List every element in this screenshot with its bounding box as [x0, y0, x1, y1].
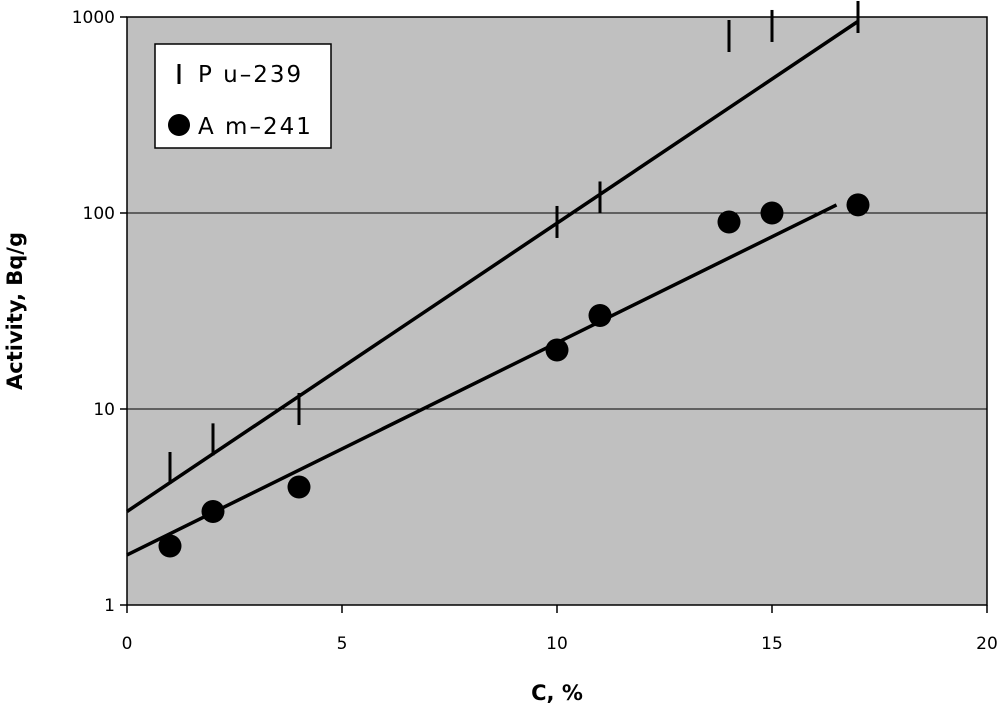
y-axis-title: Activity, Bq/g: [3, 232, 27, 390]
y-tick-label-2: 100: [83, 204, 115, 224]
point-am-241-5: [717, 210, 741, 234]
point-am-241-1: [201, 499, 225, 523]
point-am-241-7: [846, 193, 870, 217]
trendline-am-241: [126, 203, 838, 557]
point-am-241-3: [545, 338, 569, 362]
x-tick-label-1: 5: [337, 634, 348, 654]
legend-am241-label: A m–241: [198, 114, 313, 140]
trendline-pu-239: [126, 19, 859, 513]
x-tick-label-2: 10: [546, 634, 568, 654]
legend-pu239-label: P u–239: [198, 62, 303, 88]
trendlines: [126, 19, 859, 557]
axes: 1 10 100 1000 0 5 10 15 20: [72, 8, 998, 654]
y-tick-label-0: 1: [104, 596, 115, 616]
point-am-241-0: [158, 534, 182, 558]
x-axis-title: C, %: [531, 681, 583, 705]
x-tick-label-4: 20: [976, 634, 998, 654]
y-tick-label-3: 1000: [72, 8, 115, 28]
legend: P u–239 A m–241: [154, 43, 332, 149]
y-tick-label-1: 10: [93, 400, 115, 420]
point-am-241-2: [287, 475, 311, 499]
legend-am241-marker: [168, 114, 190, 136]
x-tick-label-0: 0: [122, 634, 133, 654]
point-am-241-4: [588, 303, 612, 327]
point-am-241-6: [760, 201, 784, 225]
data-marks: [158, 1, 870, 558]
x-tick-label-3: 15: [761, 634, 783, 654]
